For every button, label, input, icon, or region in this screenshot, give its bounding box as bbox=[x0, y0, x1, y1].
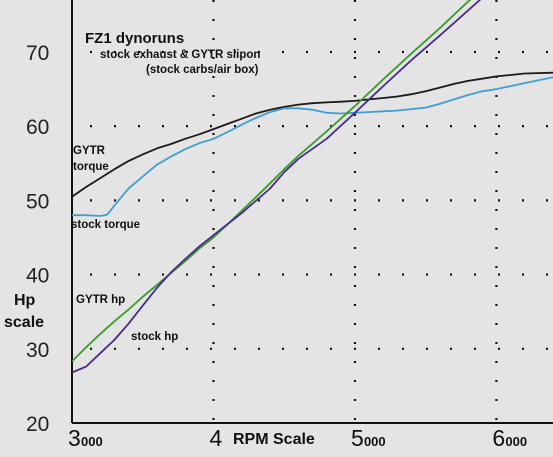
grid-dots bbox=[90, 0, 553, 423]
y-axis-title-line-1: Hp bbox=[14, 292, 36, 309]
x-tick-labels: 3 000 4 5 000 6 000 bbox=[68, 425, 527, 451]
x-tick-label: 6 bbox=[492, 425, 505, 451]
annotation-stock-torque: stock torque bbox=[71, 219, 140, 231]
x-tick-label-suffix: 000 bbox=[81, 434, 103, 449]
y-tick-label: 30 bbox=[26, 339, 49, 362]
chart-title: FZ1 dynoruns bbox=[85, 30, 184, 47]
y-tick-labels: 20 30 40 50 60 70 bbox=[26, 42, 49, 436]
y-tick-label: 60 bbox=[26, 116, 49, 139]
y-tick-label: 40 bbox=[26, 265, 49, 288]
series-line-gytr-torque bbox=[72, 71, 553, 198]
series-lines bbox=[72, 0, 553, 374]
x-tick-label: 5 bbox=[351, 425, 364, 451]
x-tick-label-suffix: 000 bbox=[364, 434, 386, 449]
x-tick-label-suffix: 000 bbox=[505, 434, 527, 449]
series-line-stock-hp bbox=[72, 0, 482, 374]
x-axis-title: RPM Scale bbox=[233, 431, 315, 448]
annotation-gytr-hp: GYTR hp bbox=[76, 294, 125, 306]
annotation-gytr-torque-line-2: torque bbox=[73, 161, 109, 173]
annotation-stock-hp: stock hp bbox=[131, 331, 178, 343]
axes bbox=[71, 0, 553, 424]
x-tick-label: 3 bbox=[68, 425, 81, 451]
chart-subtitle-line-1: stock exhaust & GYTR slipon bbox=[100, 49, 260, 61]
annotation-gytr-torque-line-1: GYTR bbox=[73, 145, 106, 157]
y-tick-label: 20 bbox=[26, 413, 49, 436]
x-tick-label: 4 bbox=[209, 425, 222, 451]
y-axis-title-line-2: scale bbox=[4, 314, 44, 331]
series-line-stock-torque bbox=[72, 76, 553, 217]
y-tick-label: 70 bbox=[26, 42, 49, 65]
chart-subtitle-line-2: (stock carbs/air box) bbox=[146, 64, 259, 76]
y-tick-label: 50 bbox=[26, 190, 49, 213]
